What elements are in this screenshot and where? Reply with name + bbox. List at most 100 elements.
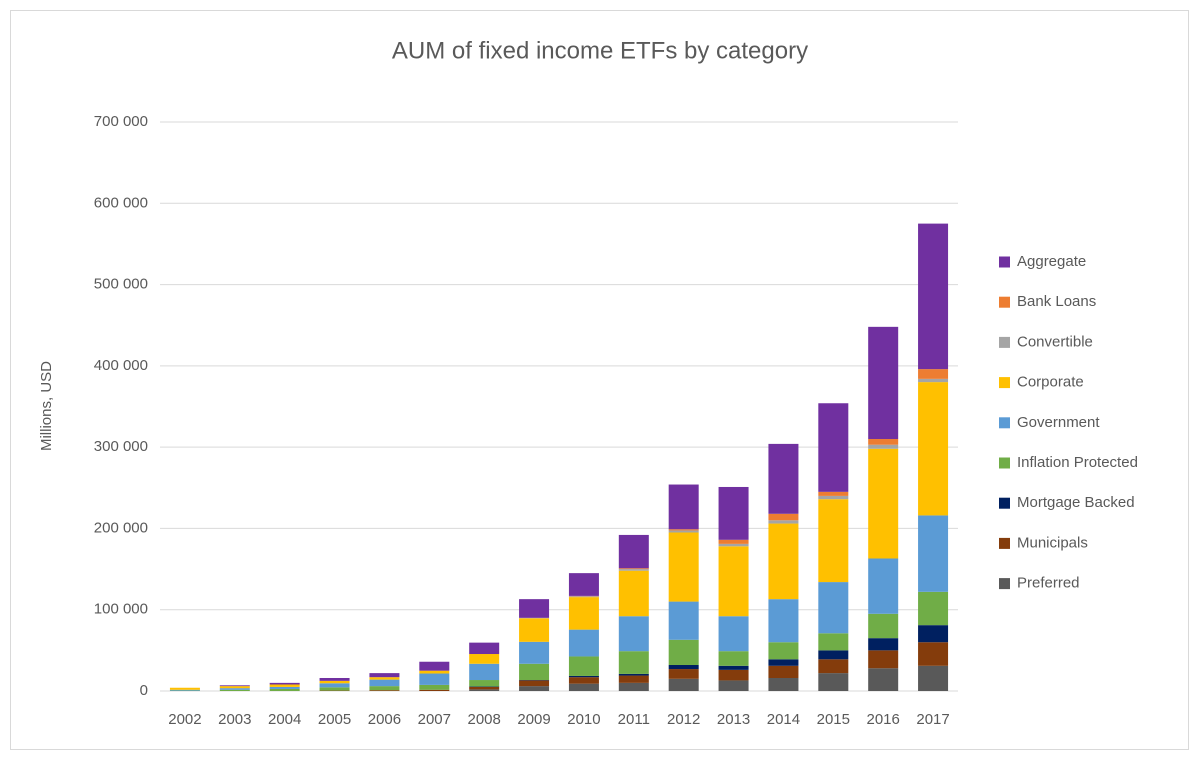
bar-segment (419, 689, 450, 691)
bar-segment (568, 683, 599, 691)
x-tick-label: 2010 (567, 711, 600, 728)
bar-segment (868, 638, 899, 651)
bar-segment (868, 326, 899, 440)
bar-segment (818, 499, 849, 583)
bar-segment (519, 680, 550, 687)
legend-label: Preferred (1017, 575, 1080, 592)
legend-swatch (999, 296, 1010, 308)
legend-swatch (999, 377, 1010, 389)
y-tick-label: 700 000 (94, 113, 148, 130)
legend-label: Inflation Protected (1017, 454, 1138, 471)
bar-segment (369, 677, 400, 680)
y-tick-label: 600 000 (94, 194, 148, 211)
bar-segment (568, 597, 599, 630)
bar-segment (768, 520, 799, 524)
bar-segment (768, 677, 799, 691)
bar-segment (818, 491, 849, 496)
bar-segment (818, 582, 849, 634)
bar-segment (868, 444, 899, 449)
bar-segment (618, 534, 649, 569)
bar-segment (868, 613, 899, 639)
bar-segment (668, 639, 699, 665)
bar-segment (568, 656, 599, 676)
bar-segment (219, 689, 250, 691)
bar-segment (419, 673, 450, 685)
bar-segment (668, 530, 699, 533)
legend-label: Government (1017, 414, 1100, 431)
bar-segment (768, 642, 799, 660)
bar-segment (568, 677, 599, 684)
bar-segment (918, 515, 949, 592)
legend-label: Municipals (1017, 534, 1088, 551)
bar-segment (918, 642, 949, 666)
chart-title: AUM of fixed income ETFs by category (392, 37, 808, 64)
bar-segment (668, 532, 699, 602)
bar-segment (918, 665, 949, 691)
bar-segment (618, 673, 649, 676)
bar-segment (219, 685, 250, 687)
bar-segment (768, 443, 799, 514)
bar-segment (618, 675, 649, 683)
legend-label: Aggregate (1017, 253, 1086, 270)
x-tick-label: 2017 (916, 711, 949, 728)
bar-segment (568, 573, 599, 596)
bar-segment (618, 616, 649, 652)
bar-segment (768, 665, 799, 678)
bar-segment (818, 673, 849, 691)
bar-segment (818, 495, 849, 500)
bar-segment (319, 680, 350, 684)
bar-segment (768, 659, 799, 666)
bar-segment (818, 633, 849, 651)
bar-segment (369, 690, 400, 691)
bar-segment (718, 486, 749, 540)
bar-segment (469, 686, 500, 690)
bar-segment (469, 680, 500, 687)
bar-segment (718, 546, 749, 617)
y-tick-label: 300 000 (94, 438, 148, 455)
x-tick-label: 2007 (418, 711, 451, 728)
x-tick-label: 2012 (667, 711, 700, 728)
x-tick-label: 2005 (318, 711, 351, 728)
bar-segment (918, 223, 949, 370)
y-tick-label: 400 000 (94, 357, 148, 374)
bar-segment (918, 378, 949, 383)
bar-segment (618, 651, 649, 674)
bar-segment (169, 687, 200, 690)
bar-segment (219, 686, 250, 689)
legend-swatch (999, 457, 1010, 469)
legend-swatch (999, 336, 1010, 348)
bar-segment (818, 650, 849, 660)
x-tick-label: 2015 (817, 711, 850, 728)
bar-segment (319, 677, 350, 681)
bar-segment (618, 570, 649, 617)
legend-swatch (999, 497, 1010, 509)
bar-segment (668, 529, 699, 531)
bar-segment (469, 642, 500, 655)
bar-segment (519, 663, 550, 681)
bar-segment (668, 601, 699, 640)
bar-segment (868, 558, 899, 614)
bar-segment (519, 686, 550, 691)
bar-segment (419, 661, 450, 671)
bar-segment (519, 599, 550, 618)
bar-segment (369, 673, 400, 678)
bar-segment (918, 382, 949, 516)
y-tick-label: 0 (140, 682, 148, 699)
legend-label: Mortgage Backed (1017, 494, 1135, 511)
bar-segment (668, 669, 699, 679)
x-tick-label: 2008 (468, 711, 501, 728)
x-tick-label: 2006 (368, 711, 401, 728)
bar-segment (818, 403, 849, 492)
legend-swatch (999, 417, 1010, 429)
bar-segment (868, 448, 899, 559)
bar-segment (469, 689, 500, 691)
bar-segment (718, 665, 749, 670)
bar-segment (718, 669, 749, 681)
legend-label: Corporate (1017, 374, 1084, 391)
bar-segment (319, 683, 350, 688)
x-tick-label: 2014 (767, 711, 800, 728)
bar-segment (419, 684, 450, 690)
bar-segment (718, 539, 749, 544)
bar-segment (818, 659, 849, 674)
